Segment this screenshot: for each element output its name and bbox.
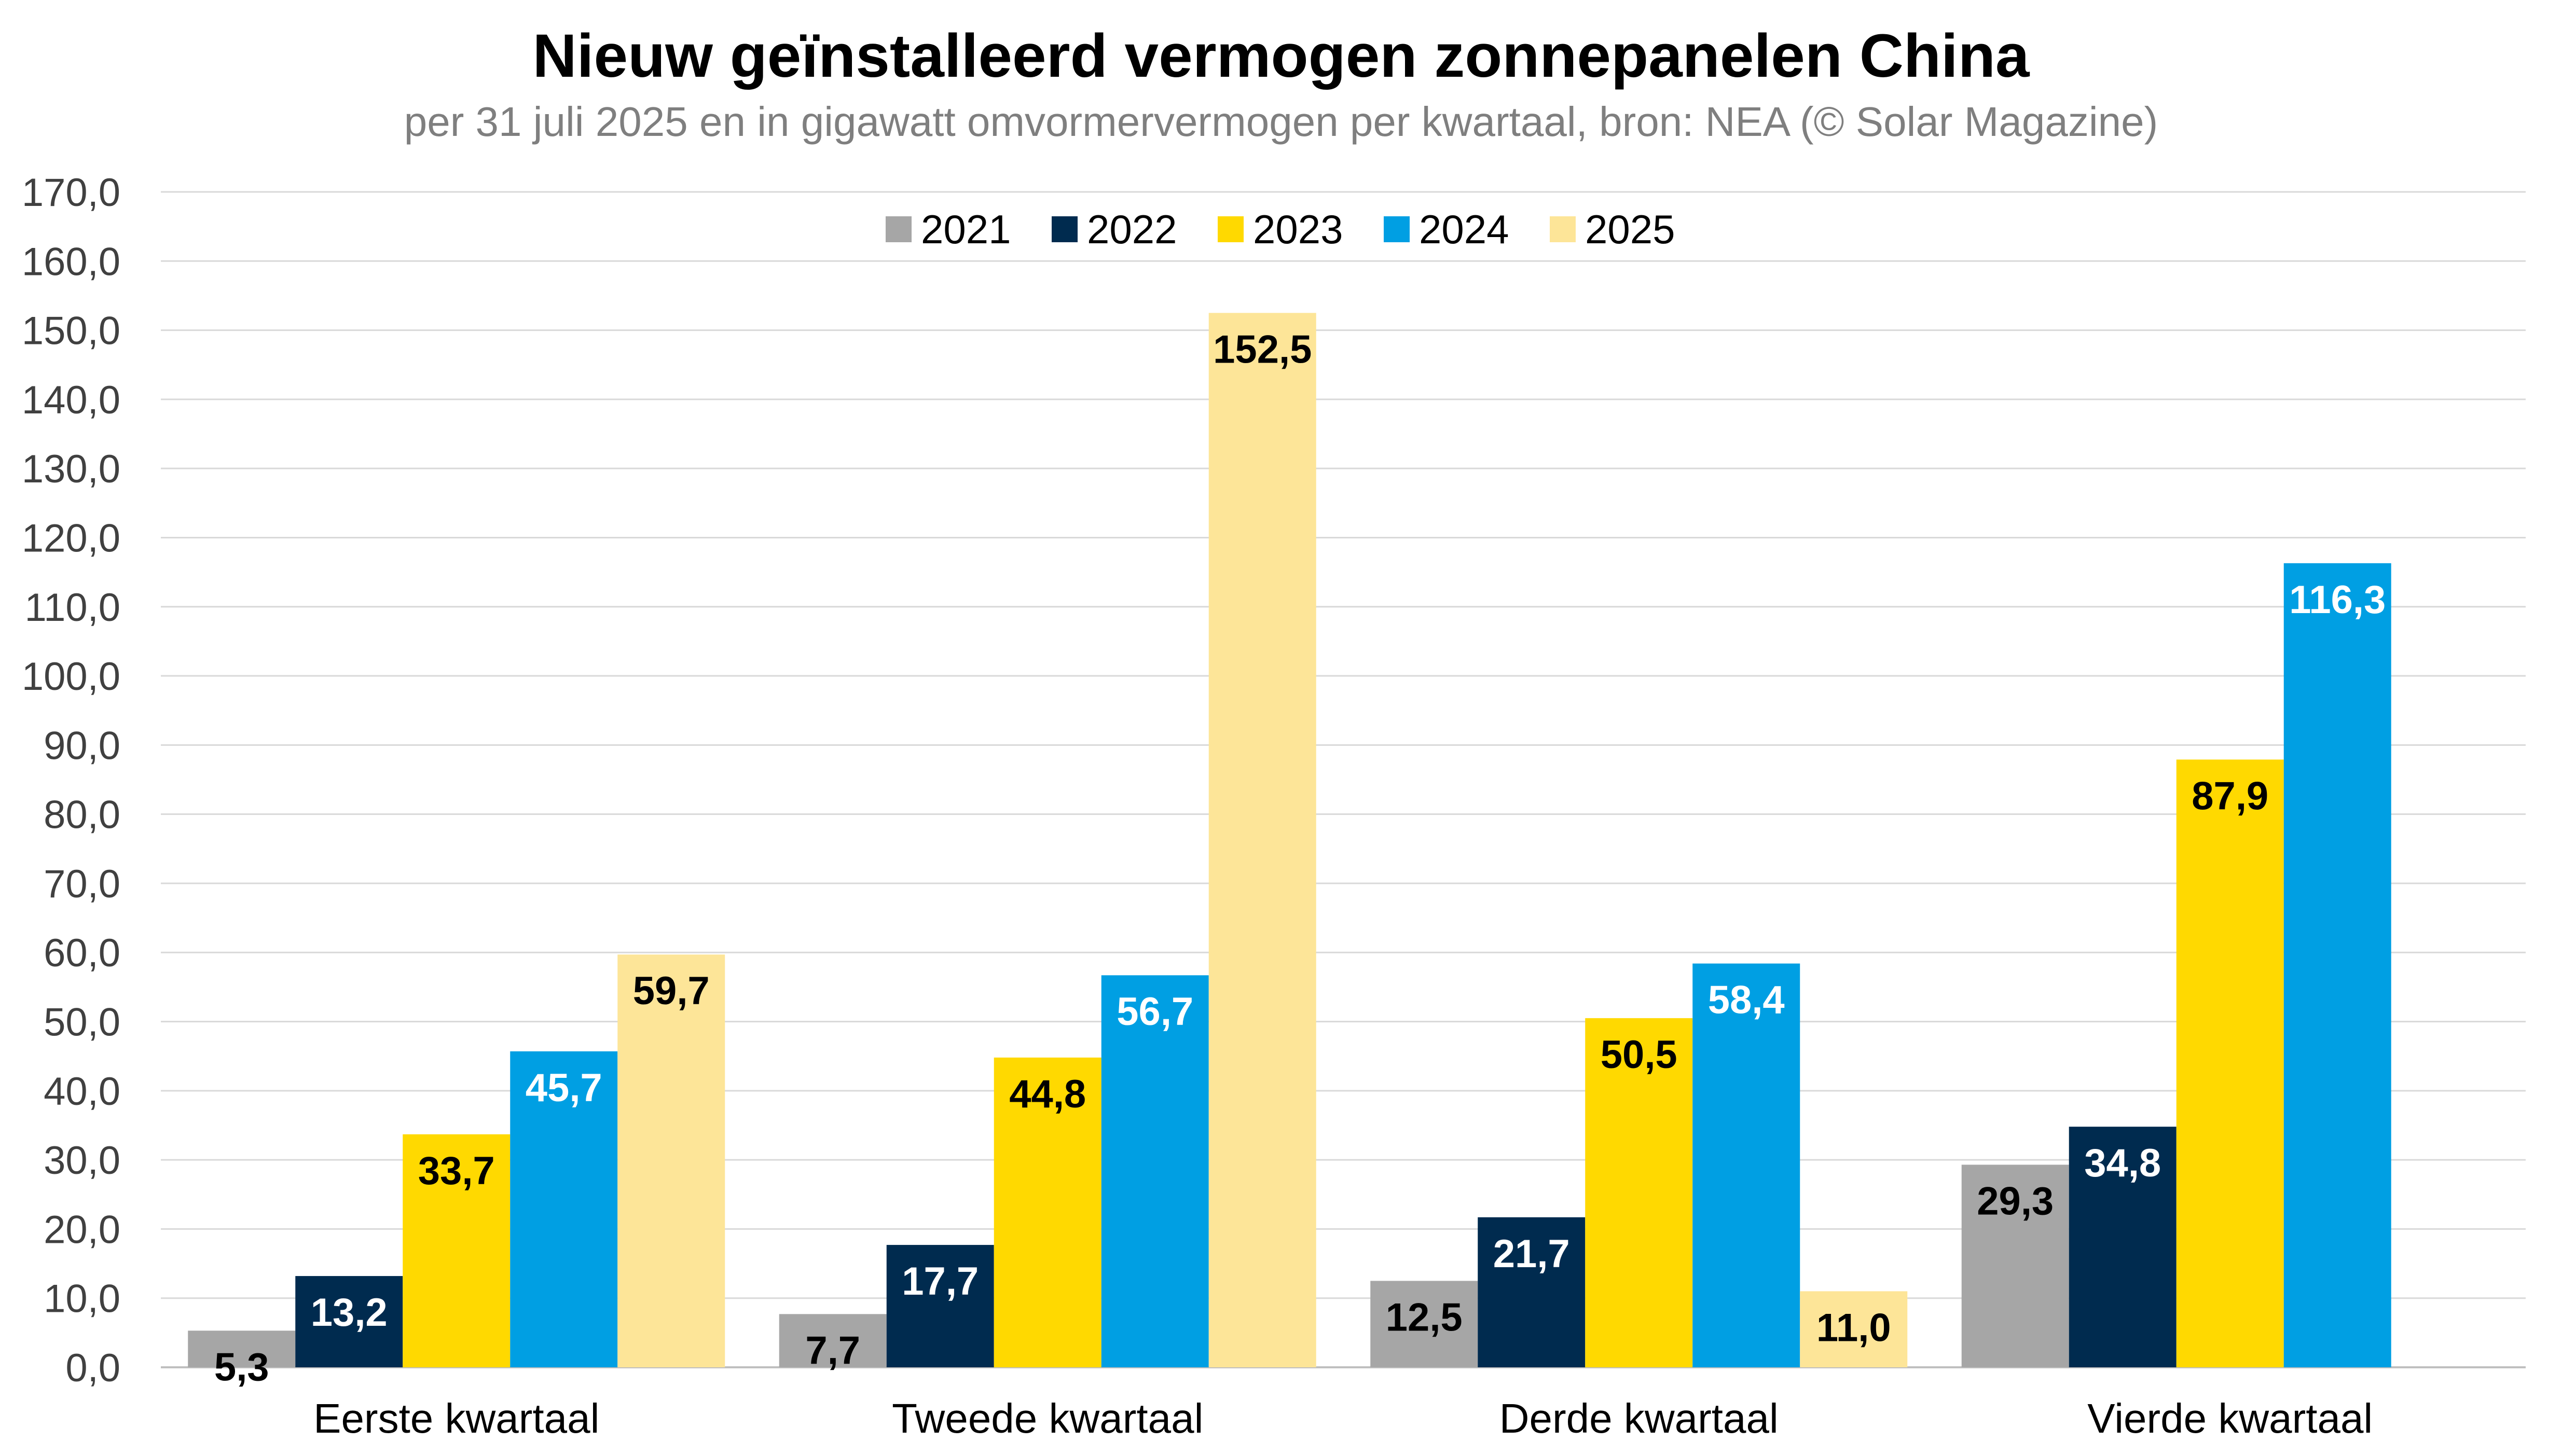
legend-swatch-2024 <box>1384 216 1410 242</box>
bar-2024 <box>1692 963 1800 1367</box>
bar-2023 <box>1585 1018 1693 1367</box>
y-tick-label: 70,0 <box>44 862 120 906</box>
data-label: 56,7 <box>1117 990 1193 1034</box>
bar-2021 <box>1370 1281 1478 1367</box>
bar-2022 <box>2069 1127 2177 1367</box>
legend-swatch-2025 <box>1550 216 1576 242</box>
bar-2024 <box>2283 563 2391 1367</box>
legend-swatch-2023 <box>1218 216 1244 242</box>
chart-title: Nieuw geïnstalleerd vermogen zonnepanele… <box>532 22 2030 90</box>
legend-label: 2025 <box>1585 206 1675 252</box>
data-label: 44,8 <box>1009 1072 1086 1116</box>
y-tick-label: 40,0 <box>44 1070 120 1114</box>
data-label: 11,0 <box>1816 1306 1891 1350</box>
y-tick-label: 170,0 <box>22 171 120 215</box>
y-tick-label: 140,0 <box>22 378 120 422</box>
y-tick-label: 120,0 <box>22 516 120 560</box>
bar-2025 <box>1208 313 1316 1368</box>
y-tick-label: 110,0 <box>24 586 120 630</box>
data-label: 45,7 <box>526 1066 602 1110</box>
legend: 2021 2022 2023 2024 2025 <box>886 206 1675 252</box>
y-tick-label: 150,0 <box>22 309 120 353</box>
bar-2021 <box>779 1314 887 1367</box>
gridlines <box>161 191 2526 1368</box>
y-tick-label: 160,0 <box>22 240 120 284</box>
bar-2022 <box>295 1276 403 1367</box>
legend-label: 2023 <box>1253 206 1343 252</box>
data-label: 12,5 <box>1386 1295 1463 1339</box>
data-label: 17,7 <box>902 1259 979 1304</box>
legend-label: 2022 <box>1087 206 1177 252</box>
y-tick-label: 130,0 <box>22 447 120 491</box>
legend-label: 2021 <box>921 206 1011 252</box>
bar-2021 <box>188 1330 296 1367</box>
bar-2024 <box>510 1051 618 1367</box>
y-tick-label: 100,0 <box>22 655 120 699</box>
category-label: Vierde kwartaal <box>2087 1395 2373 1441</box>
y-tick-label: 10,0 <box>44 1277 120 1321</box>
data-label: 58,4 <box>1708 978 1785 1022</box>
x-axis-categories: Eerste kwartaal Tweede kwartaal Derde kwar… <box>313 1395 2373 1441</box>
data-label: 13,2 <box>311 1291 388 1335</box>
bar-2025 <box>1800 1291 1908 1367</box>
bars <box>188 313 2391 1368</box>
y-tick-label: 0,0 <box>65 1346 120 1390</box>
data-label: 59,7 <box>633 969 710 1013</box>
bar-2023 <box>2176 759 2284 1367</box>
data-label: 5,3 <box>214 1345 269 1389</box>
data-label: 7,7 <box>805 1328 860 1372</box>
category-label: Tweede kwartaal <box>892 1395 1203 1441</box>
data-label: 50,5 <box>1601 1033 1677 1077</box>
bar-2025 <box>617 954 725 1367</box>
data-label: 21,7 <box>1493 1232 1570 1276</box>
bar-2021 <box>1961 1164 2069 1367</box>
y-tick-label: 30,0 <box>44 1139 120 1183</box>
legend-swatch-2021 <box>886 216 912 242</box>
bar-2022 <box>1478 1217 1586 1367</box>
y-axis-ticks: 0,0 10,0 20,0 30,0 40,0 50,0 60,0 70,0 80,0 90,0 1… <box>22 171 120 1390</box>
bar-2022 <box>886 1245 994 1367</box>
bar-2023 <box>403 1134 511 1367</box>
y-tick-label: 50,0 <box>44 1001 120 1045</box>
data-label: 29,3 <box>1977 1179 2054 1223</box>
data-label: 116,3 <box>2289 578 2386 622</box>
chart-subtitle: per 31 juli 2025 en in gigawatt omvormer… <box>404 99 2158 145</box>
category-label: Eerste kwartaal <box>313 1395 599 1441</box>
legend-label: 2024 <box>1419 206 1509 252</box>
y-tick-label: 60,0 <box>44 931 120 975</box>
y-tick-label: 80,0 <box>44 793 120 837</box>
category-label: Derde kwartaal <box>1499 1395 1779 1441</box>
bar-2023 <box>994 1057 1101 1367</box>
data-label: 34,8 <box>2084 1141 2161 1185</box>
y-tick-label: 20,0 <box>44 1208 120 1252</box>
data-label: 33,7 <box>418 1149 495 1193</box>
data-label: 87,9 <box>2192 774 2268 818</box>
bar-2024 <box>1101 975 1209 1367</box>
data-labels: 5,3 13,2 33,7 45,7 59,7 7,7 17,7 44,8 56,7 152,5 1… <box>214 327 2386 1389</box>
y-tick-label: 90,0 <box>44 724 120 768</box>
data-label: 152,5 <box>1213 327 1312 371</box>
legend-swatch-2022 <box>1052 216 1078 242</box>
